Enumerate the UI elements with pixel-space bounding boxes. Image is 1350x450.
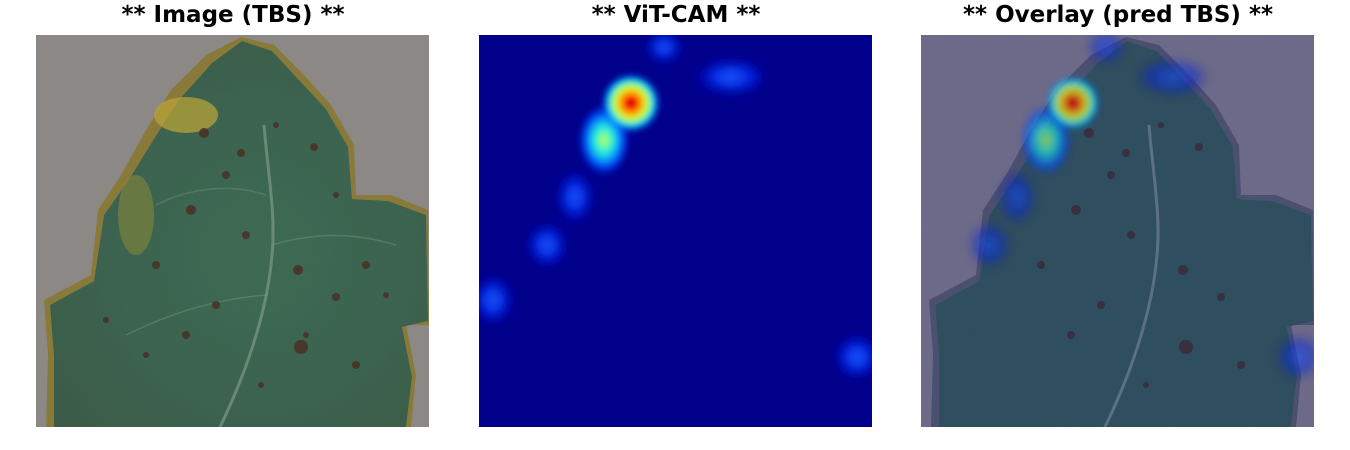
panel-image-tbs: ** Image (TBS) ** xyxy=(36,0,430,450)
attention-heatmap xyxy=(479,35,872,427)
panel-title: ** Image (TBS) ** xyxy=(121,2,345,28)
overlay-image xyxy=(921,35,1314,427)
panel-vit-cam: ** ViT-CAM ** xyxy=(479,0,873,450)
panel-title: ** ViT-CAM ** xyxy=(591,2,761,28)
panel-overlay: ** Overlay (pred TBS) ** xyxy=(921,0,1315,450)
panel-title: ** Overlay (pred TBS) ** xyxy=(963,2,1273,28)
leaf-photo xyxy=(36,35,429,427)
